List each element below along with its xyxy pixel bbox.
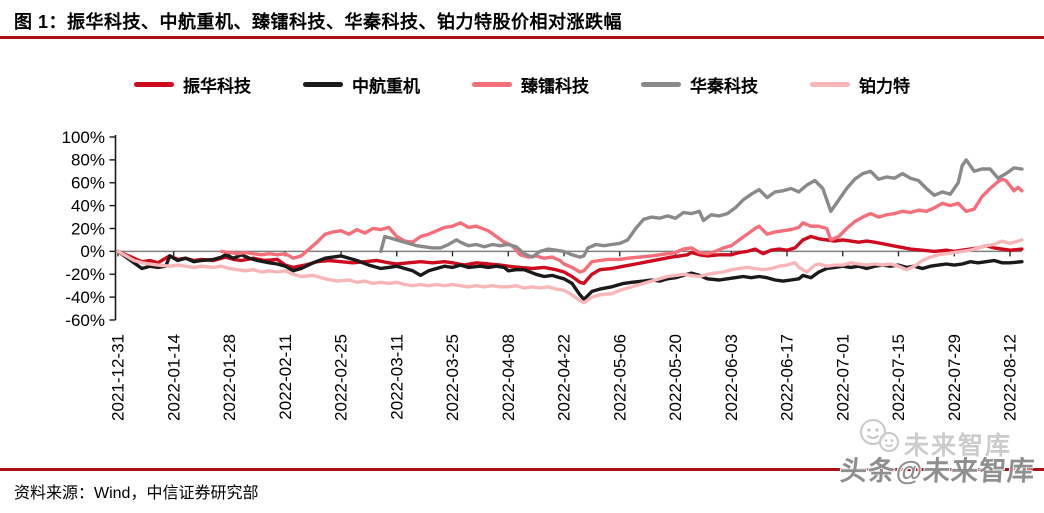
watermark: 未来智库 头条@未来智库 xyxy=(836,412,1044,508)
y-tick-label: 20% xyxy=(71,219,105,238)
legend-label-zhenhua: 振华科技 xyxy=(183,77,251,96)
legend-label-zhenlei: 臻镭科技 xyxy=(521,77,589,96)
x-tick-label: 2022-06-17 xyxy=(778,334,797,421)
y-tick-label: 80% xyxy=(71,151,105,170)
x-tick-label: 2022-08-12 xyxy=(1001,334,1020,421)
legend-label-bolite: 铂力特 xyxy=(859,77,910,96)
legend-label-zhonghang: 中航重机 xyxy=(352,77,420,96)
legend-item-zhonghang: 中航重机 xyxy=(303,72,420,97)
x-tick-label: 2022-05-06 xyxy=(610,334,629,421)
x-tick-label: 2022-02-11 xyxy=(276,334,295,420)
x-tick-label: 2022-03-25 xyxy=(443,334,462,421)
title-underline-rule xyxy=(0,36,1044,39)
y-tick-label: 60% xyxy=(71,174,105,193)
watermark-handle-text: 头条@未来智库 xyxy=(838,456,1037,486)
source-note: 资料来源：Wind，中信证券研究部 xyxy=(14,485,259,502)
chat-bubbles-logo-icon xyxy=(860,419,899,452)
legend-swatch-bolite xyxy=(810,82,850,87)
x-tick-label: 2021-12-31 xyxy=(109,334,128,421)
x-tick-label: 2022-04-22 xyxy=(555,334,574,421)
x-tick-label: 2022-04-08 xyxy=(499,334,518,421)
series-line-zhonghang xyxy=(116,249,1024,302)
footer-rule xyxy=(0,468,1044,471)
x-tick-label: 2022-07-29 xyxy=(945,334,964,421)
legend-item-bolite: 铂力特 xyxy=(810,72,910,97)
legend-swatch-zhenlei xyxy=(472,82,512,87)
legend-label-huaqin: 华秦科技 xyxy=(690,77,758,96)
series-line-bolite xyxy=(116,238,1024,305)
y-tick-label: 0% xyxy=(80,242,105,261)
legend-item-zhenhua: 振华科技 xyxy=(134,72,251,97)
y-tick-label: -40% xyxy=(65,288,105,307)
x-tick-label: 2022-02-25 xyxy=(332,334,351,421)
y-tick-label: 100% xyxy=(62,128,105,147)
x-tick-label: 2022-01-28 xyxy=(220,334,239,421)
legend-swatch-huaqin xyxy=(641,82,681,87)
y-tick-label: -60% xyxy=(65,311,105,330)
x-tick-label: 2022-03-11 xyxy=(387,334,406,420)
series-line-huaqin xyxy=(379,158,1024,259)
legend-swatch-zhonghang xyxy=(303,82,343,87)
chart-legend: 振华科技 中航重机 臻镭科技 华秦科技 铂力特 xyxy=(0,72,1044,97)
x-tick-label: 2022-05-20 xyxy=(666,334,685,421)
watermark-brand-text: 未来智库 xyxy=(904,432,1013,460)
figure-title: 图 1：振华科技、中航重机、臻镭科技、华秦科技、铂力特股价相对涨跌幅 xyxy=(14,12,623,32)
x-tick-label: 2022-06-03 xyxy=(722,334,741,421)
series-line-zhenlei xyxy=(219,177,1024,274)
x-tick-label: 2022-07-15 xyxy=(889,334,908,421)
legend-item-huaqin: 华秦科技 xyxy=(641,72,758,97)
y-tick-label: 40% xyxy=(71,196,105,215)
legend-swatch-zhenhua xyxy=(134,82,174,87)
y-tick-label: -20% xyxy=(65,265,105,284)
x-tick-label: 2022-07-01 xyxy=(833,334,852,421)
x-tick-label: 2022-01-14 xyxy=(164,334,183,421)
legend-item-zhenlei: 臻镭科技 xyxy=(472,72,589,97)
